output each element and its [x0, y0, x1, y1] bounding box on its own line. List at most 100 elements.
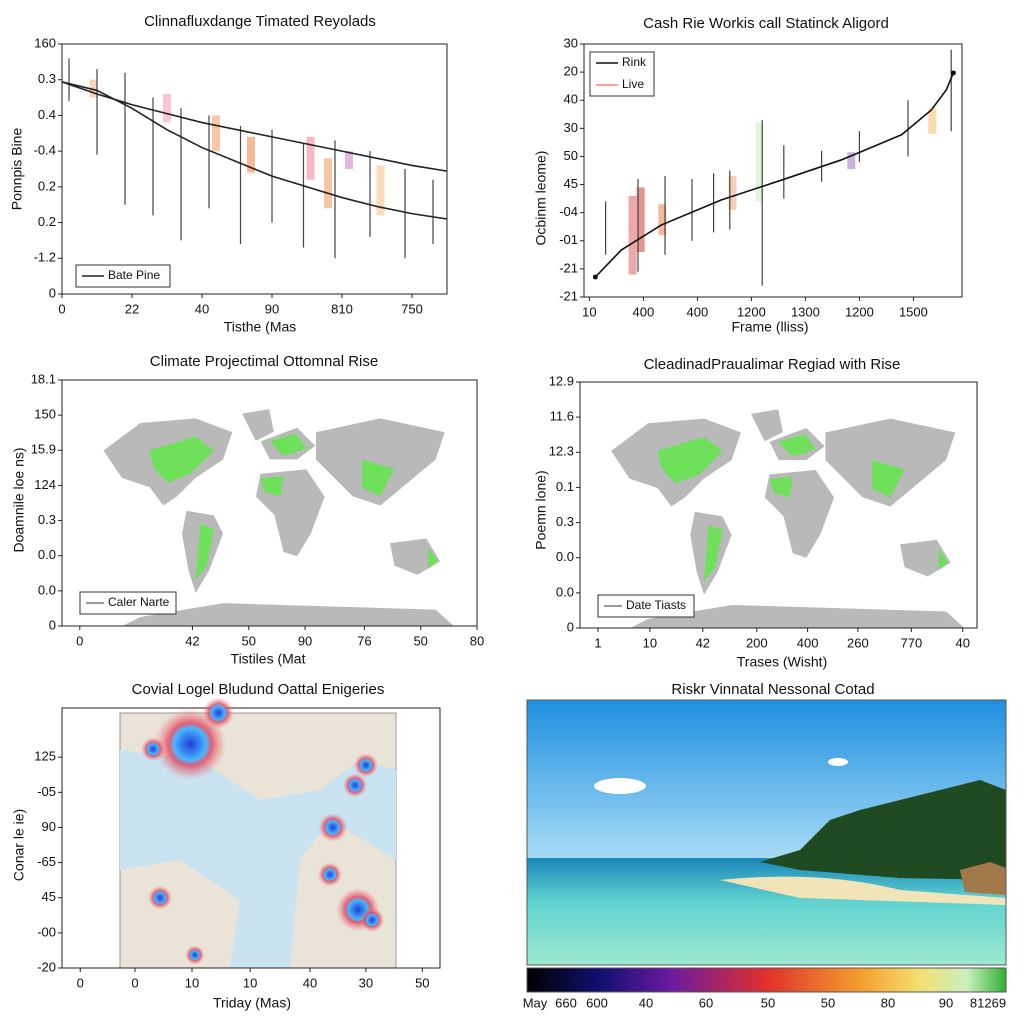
- x-axis-label: Tistiles (Mat: [231, 651, 306, 667]
- chart-title: Climate Projectimal Ottomnal Rise: [150, 353, 378, 370]
- hotspot: [360, 907, 385, 932]
- legend-label: Date Tiasts: [626, 598, 686, 612]
- colorbar-label: 600: [586, 995, 608, 1010]
- x-tick-label: 400: [687, 304, 709, 319]
- colorbar-label: 90: [939, 995, 953, 1010]
- chart-title: Covial Logel Bludund Oattal Enigeries: [132, 681, 385, 698]
- hotspot: [317, 862, 342, 887]
- y-tick-label: -04: [559, 204, 578, 219]
- y-tick-label: -1.2: [34, 250, 56, 265]
- line-end-marker: [950, 70, 956, 76]
- y-tick-label: 50: [564, 148, 578, 163]
- line-series: [61, 81, 448, 220]
- y-tick-label: -01: [559, 232, 578, 247]
- beach-photo: [526, 699, 1007, 993]
- x-axis-label: Tisthe (Mas: [224, 319, 297, 335]
- x-tick-label: 10: [582, 304, 596, 319]
- y-tick-label: 124: [34, 477, 56, 492]
- colorbar-label: 40: [639, 995, 653, 1010]
- line-start-marker: [592, 274, 598, 280]
- chart-title: Cash Rie Workis call Statinck Aligord: [643, 15, 889, 32]
- y-tick-label: -20: [37, 959, 56, 974]
- x-tick-label: 0: [58, 301, 65, 316]
- colorbar-label: 50: [761, 995, 775, 1010]
- hotspot: [154, 708, 227, 781]
- y-tick-label: 0: [49, 617, 56, 632]
- x-tick-label: 1200: [737, 304, 766, 319]
- y-tick-label: 0.3: [38, 71, 56, 86]
- band: [928, 108, 937, 134]
- hotspot: [185, 945, 205, 965]
- y-tick-label: -65: [37, 854, 56, 869]
- y-axis-label: Conar le ie): [11, 809, 27, 881]
- x-tick-label: 50: [413, 633, 427, 648]
- legend-label: Bate Pine: [108, 268, 160, 282]
- hotspot: [202, 697, 234, 729]
- y-axis-label: Doamnile loe ns): [11, 447, 27, 552]
- band: [247, 136, 255, 173]
- regional-map: [119, 712, 397, 969]
- hotspot: [318, 813, 348, 842]
- band: [163, 94, 171, 123]
- x-tick-label: 42: [185, 633, 199, 648]
- x-tick-label: 400: [797, 635, 819, 650]
- x-tick-label: 50: [242, 633, 256, 648]
- y-tick-label: 150: [34, 407, 56, 422]
- x-tick-label: 1500: [899, 304, 928, 319]
- y-tick-label: 0: [567, 619, 574, 634]
- band: [628, 195, 637, 275]
- x-tick-label: 40: [303, 975, 317, 990]
- x-tick-label: 750: [401, 301, 423, 316]
- x-tick-label: 22: [125, 301, 139, 316]
- y-tick-label: 0.2: [38, 214, 56, 229]
- y-tick-label: 90: [42, 819, 56, 834]
- y-tick-label: -00: [37, 924, 56, 939]
- band: [324, 158, 332, 209]
- legend-box: [75, 264, 171, 288]
- x-tick-label: 50: [415, 975, 429, 990]
- y-tick-label: 18.1: [31, 371, 56, 386]
- hotspot: [343, 773, 368, 798]
- y-tick-label: 125: [34, 749, 56, 764]
- y-axis-label: Ocbinm leome): [533, 151, 549, 246]
- x-tick-label: 1300: [791, 304, 820, 319]
- legend-box: [79, 591, 177, 615]
- legend-label: Rink: [622, 55, 647, 69]
- y-tick-label: 0.3: [556, 514, 574, 529]
- y-tick-label: 20: [564, 64, 578, 79]
- colorbar-label: 60: [699, 995, 713, 1010]
- x-tick-label: 90: [298, 633, 312, 648]
- plot-frame: [61, 379, 478, 627]
- y-tick-label: -05: [37, 784, 56, 799]
- y-tick-label: 12.9: [549, 373, 574, 388]
- plot-frame: [583, 43, 963, 298]
- plot-frame: [579, 381, 978, 629]
- band: [728, 176, 737, 210]
- y-tick-label: -0.4: [34, 143, 56, 158]
- band: [212, 115, 220, 152]
- x-tick-label: 1: [594, 635, 601, 650]
- chart-title: Clinnafluxdange Timated Reyolads: [144, 13, 376, 30]
- y-tick-label: 0.0: [38, 547, 56, 562]
- band: [376, 165, 385, 216]
- line-series: [61, 81, 448, 172]
- colorbar-label: 50: [821, 995, 835, 1010]
- hotspot: [141, 737, 166, 762]
- x-tick-label: 40: [955, 635, 969, 650]
- x-tick-label: 10: [185, 975, 199, 990]
- legend-label: Caler Narte: [108, 595, 170, 609]
- y-tick-label: 0.0: [38, 582, 56, 597]
- x-tick-label: 10: [243, 975, 257, 990]
- colorbar-label: 80: [881, 995, 895, 1010]
- band: [847, 152, 856, 170]
- y-tick-label: 40: [564, 92, 578, 107]
- x-axis-label: Frame (lliss): [732, 319, 809, 335]
- y-tick-label: 0.1: [556, 479, 574, 494]
- x-tick-label: 80: [470, 633, 484, 648]
- y-tick-label: 0.2: [38, 178, 56, 193]
- colorbar-label: 81269: [970, 995, 1006, 1010]
- x-tick-label: 42: [696, 635, 710, 650]
- plot-frame: [61, 43, 448, 295]
